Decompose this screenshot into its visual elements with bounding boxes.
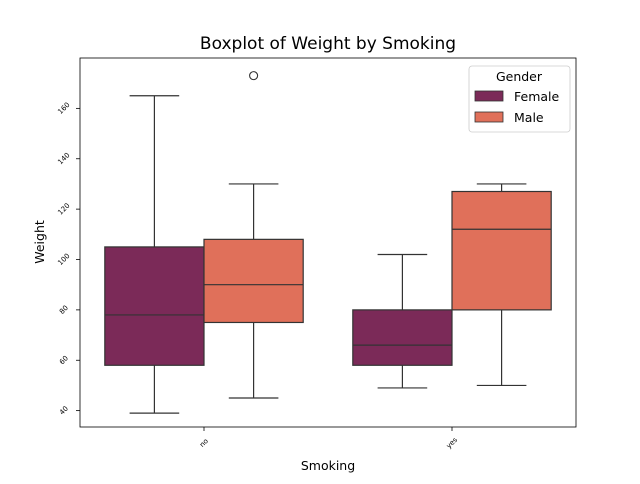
y-tick-label: 80 <box>58 304 70 316</box>
x-tick-label: yes <box>445 436 459 450</box>
box-iqr <box>203 238 304 324</box>
legend-swatch-male <box>474 111 504 123</box>
box-iqr <box>451 190 552 311</box>
y-tick-label: 60 <box>58 354 70 366</box>
y-tick-label: 100 <box>56 252 71 267</box>
legend-swatch-female <box>474 90 504 102</box>
box-iqr <box>352 309 453 366</box>
legend-title: Gender <box>496 69 543 84</box>
y-tick-label: 140 <box>56 151 71 166</box>
box-outlier <box>249 71 259 81</box>
legend-label-male: Male <box>514 110 544 125</box>
legend: Gender Female Male <box>468 65 571 133</box>
x-axis-label: Smoking <box>301 458 355 473</box>
y-axis-label: Weight <box>32 220 47 264</box>
legend-label-female: Female <box>514 89 560 104</box>
y-tick-label: 40 <box>58 405 70 417</box>
y-tick-label: 120 <box>56 202 71 217</box>
chart-title: Boxplot of Weight by Smoking <box>200 34 456 54</box>
y-tick-label: 160 <box>56 101 71 116</box>
box-iqr <box>104 246 205 366</box>
plot-frame <box>79 57 577 428</box>
x-tick-label: no <box>198 437 210 449</box>
